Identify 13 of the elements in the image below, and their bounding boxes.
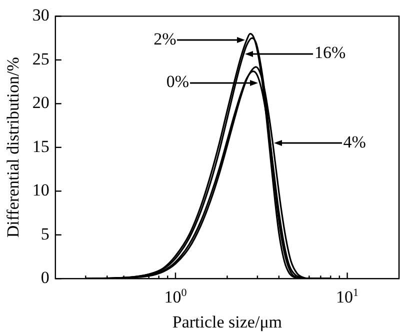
y-tick-label: 25: [32, 49, 50, 68]
y-tick-label: 5: [40, 224, 50, 244]
y-tick-label: 0: [40, 268, 50, 288]
annotation: 4%: [343, 132, 366, 152]
annotation: 0%: [166, 72, 189, 92]
annotation: 2%: [154, 29, 176, 48]
y-tick-label: 10: [32, 180, 50, 200]
y-tick-label: 15: [32, 136, 50, 156]
y-tick-label: 30: [32, 6, 50, 25]
y-axis-title: Differential distribution/%: [4, 57, 23, 238]
annotation: 16%: [314, 43, 346, 62]
x-axis-title: Particle size/μm: [172, 312, 282, 332]
y-tick-label: 20: [32, 93, 50, 112]
